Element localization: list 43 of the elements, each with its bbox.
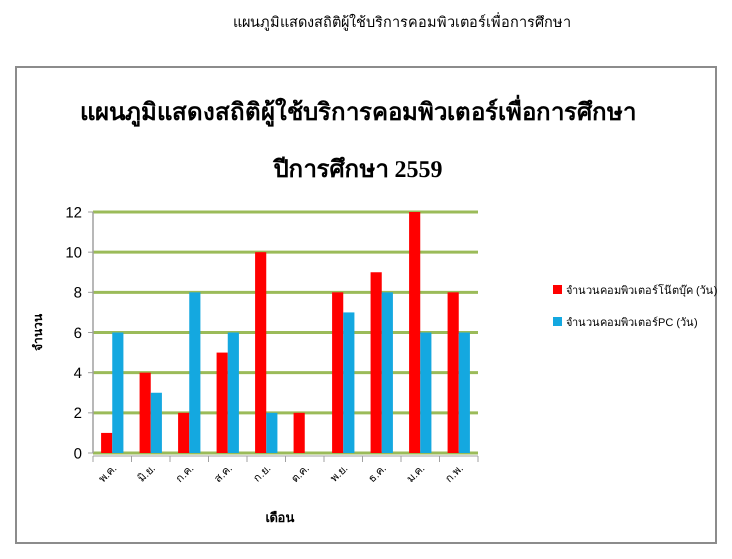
x-tick-label: พ.ค. [96,462,120,486]
bar [216,352,228,453]
bar [189,292,200,453]
bar [178,412,190,453]
bar [140,372,151,453]
bar [448,292,459,453]
y-tick-label: 8 [74,284,82,302]
x-tick-label: ส.ค. [212,462,235,486]
bar [101,432,112,453]
bar [420,332,432,453]
bar [382,292,393,453]
y-tick-label: 12 [65,204,82,222]
legend-label: จำนวนคอมพิวเตอร์โน๊ตบุ๊ค (วัน) [566,282,718,297]
chart-title: แผนภูมิแสดงสถิติผู้ใช้บริการคอมพิวเตอร์เพื่อการศึกษา [80,94,636,127]
bar [228,332,239,453]
x-tick-label: ม.ค. [404,462,428,486]
text: แผนภูมิแสดงสถิติผู้ใช้บริการคอมพิวเตอร์เพื่อการศึกษา [233,12,571,31]
x-tick-label: มิ.ย. [136,462,158,485]
bar [332,292,344,453]
legend-label: จำนวนคอมพิวเตอร์PC (วัน) [566,316,698,329]
x-tick-label: ก.พ. [443,462,466,486]
x-tick-label: ธ.ค. [366,462,389,486]
y-tick-label: 4 [74,364,82,382]
bar [266,412,278,453]
x-tick-label: พ.ย. [328,462,350,485]
x-tick-label: ต.ค. [289,462,312,486]
bar [294,412,305,453]
y-tick-label: 0 [74,445,82,462]
x-tick-label: ก.ค. [174,462,196,486]
bar [343,312,354,453]
bar [112,332,124,453]
bar [370,272,382,453]
x-axis-title: เดือน [266,510,294,525]
y-tick-label: 10 [65,244,82,262]
y-axis-title: จำนวน [31,313,45,351]
bar [255,252,266,453]
x-tick-label: ก.ย. [251,462,274,485]
chart-subtitle: ปีการศึกษา 2559 [272,156,442,183]
bar [458,332,470,453]
bar [409,212,420,453]
y-tick-label: 6 [74,324,82,342]
y-tick-label: 2 [74,405,82,422]
bar [150,392,162,453]
